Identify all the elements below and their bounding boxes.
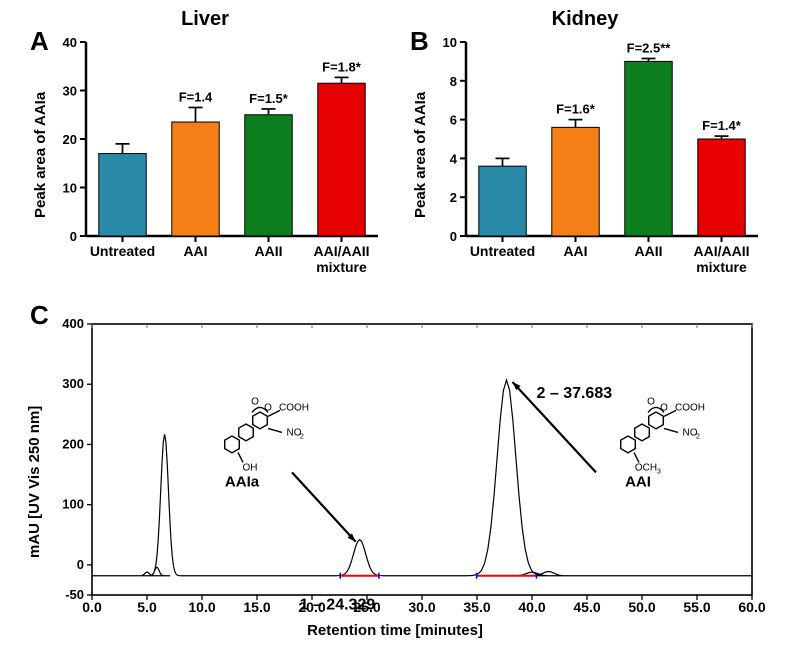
svg-text:30: 30 <box>63 84 77 99</box>
svg-text:F=1.4: F=1.4 <box>179 89 213 104</box>
panel-a-chart-svg: 0 10 20 30 40 Untreated AAI F=1.4 AAII F=1.5* AAI/… <box>20 8 390 298</box>
panel-c-ylabel: mAU [UV Vis 250 nm] <box>26 358 43 558</box>
svg-text:F=2.5**: F=2.5** <box>627 40 672 55</box>
svg-text:COOH: COOH <box>279 402 309 413</box>
svg-text:AAI: AAI <box>183 243 207 259</box>
panel-a-title: Liver <box>20 8 390 31</box>
svg-text:AAI/AAII: AAI/AAII <box>694 243 750 259</box>
panel-c-chart-svg: -5001002003004000.05.010.015.020.025.030… <box>20 298 770 643</box>
svg-text:Untreated: Untreated <box>90 243 155 259</box>
panel-a: A Liver Peak area of AAIa 010203040Untre… <box>20 8 390 298</box>
svg-text:55.0: 55.0 <box>683 599 710 615</box>
svg-text:O: O <box>647 396 655 407</box>
svg-text:20: 20 <box>63 132 77 147</box>
svg-text:10.0: 10.0 <box>188 599 215 615</box>
svg-text:300: 300 <box>62 376 84 391</box>
svg-text:0: 0 <box>77 557 84 572</box>
svg-text:40: 40 <box>63 35 77 50</box>
svg-text:30.0: 30.0 <box>408 599 435 615</box>
panel-c: C mAU [UV Vis 250 nm] -50 0 100 200 300 400 0.… <box>20 298 770 643</box>
svg-text:mixture: mixture <box>316 259 367 275</box>
svg-text:F=1.6*: F=1.6* <box>556 102 596 117</box>
figure-root: A Liver Peak area of AAIa 010203040Untre… <box>0 0 791 653</box>
svg-text:2: 2 <box>300 433 304 440</box>
svg-text:5.0: 5.0 <box>137 599 157 615</box>
panel-b: B Kidney Peak area of AAIa 0246810Untrea… <box>400 8 770 298</box>
panel-b-title: Kidney <box>400 8 770 31</box>
svg-text:4: 4 <box>450 151 458 166</box>
svg-text:AAII: AAII <box>255 243 283 259</box>
svg-text:AAI: AAI <box>563 243 587 259</box>
svg-text:100: 100 <box>62 497 84 512</box>
svg-text:200: 200 <box>62 436 84 451</box>
svg-text:OCH: OCH <box>635 462 657 473</box>
svg-text:40.0: 40.0 <box>518 599 545 615</box>
panel-c-xlabel: Retention time [minutes] <box>20 622 770 639</box>
svg-text:35.0: 35.0 <box>463 599 490 615</box>
svg-text:O: O <box>264 402 272 413</box>
svg-text:AAII: AAII <box>635 243 663 259</box>
svg-text:10: 10 <box>443 35 457 50</box>
panel-c-label: C <box>30 300 49 331</box>
panel-b-ylabel: Peak area of AAIa <box>412 68 429 218</box>
svg-text:AAI/AAII: AAI/AAII <box>314 243 370 259</box>
svg-text:mixture: mixture <box>696 259 747 275</box>
svg-text:10: 10 <box>63 181 77 196</box>
svg-text:F=1.4*: F=1.4* <box>702 118 742 133</box>
svg-text:2: 2 <box>696 433 700 440</box>
svg-text:400: 400 <box>62 316 84 331</box>
svg-text:0: 0 <box>70 229 77 244</box>
panel-b-chart-svg: 0 2 4 6 8 10 Untreated AAI F=1.6* AAII F=2.5** AAI/… <box>400 8 770 298</box>
svg-text:8: 8 <box>450 74 457 89</box>
svg-text:F=1.5*: F=1.5* <box>249 91 289 106</box>
svg-text:Untreated: Untreated <box>470 243 535 259</box>
svg-text:45.0: 45.0 <box>573 599 600 615</box>
svg-text:F=1.8*: F=1.8* <box>322 59 362 74</box>
svg-text:O: O <box>251 396 259 407</box>
svg-text:2: 2 <box>450 190 457 205</box>
panel-a-ylabel: Peak area of AAIa <box>32 68 49 218</box>
svg-text:OH: OH <box>243 462 258 473</box>
svg-text:2 – 37.683: 2 – 37.683 <box>537 385 613 402</box>
svg-text:-50: -50 <box>65 587 84 602</box>
svg-text:60.0: 60.0 <box>738 599 765 615</box>
svg-text:COOH: COOH <box>675 402 705 413</box>
svg-text:AAI: AAI <box>625 473 651 490</box>
svg-text:3: 3 <box>657 468 661 475</box>
svg-text:1 – 24.329: 1 – 24.329 <box>300 597 376 614</box>
svg-text:O: O <box>660 402 668 413</box>
svg-text:0.0: 0.0 <box>82 599 102 615</box>
svg-text:AAIa: AAIa <box>225 473 260 490</box>
svg-text:50.0: 50.0 <box>628 599 655 615</box>
svg-text:15.0: 15.0 <box>243 599 270 615</box>
svg-text:0: 0 <box>450 229 457 244</box>
svg-text:6: 6 <box>450 113 457 128</box>
